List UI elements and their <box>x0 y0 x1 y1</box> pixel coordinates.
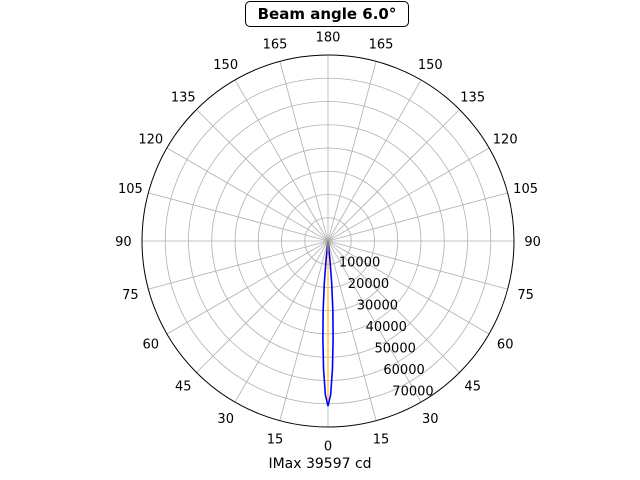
angular-gridline <box>279 240 329 421</box>
angular-gridline <box>327 240 377 421</box>
radial-tick-label: 70000 <box>392 384 433 399</box>
angle-tick-label: 165 <box>369 37 394 52</box>
angle-tick-label: 105 <box>118 182 143 197</box>
angle-tick-label: 180 <box>316 30 341 45</box>
angular-gridline <box>327 240 422 403</box>
angle-tick-label: 15 <box>267 433 284 448</box>
tick-labels: 0 15 30 45 60 75 90 105 120 135 150 165 180 165 150 135… <box>115 30 541 454</box>
angular-gridline <box>234 79 329 242</box>
angle-tick-label: 150 <box>213 58 238 73</box>
imax-footer: IMax 39597 cd <box>268 456 372 472</box>
radial-tick-label: 50000 <box>375 341 416 356</box>
angle-tick-label: 135 <box>460 90 485 105</box>
angular-gridline <box>148 240 329 290</box>
angle-tick-label: 105 <box>513 182 538 197</box>
angle-tick-label: 120 <box>493 133 518 148</box>
angular-gridline <box>327 240 490 335</box>
radial-tick-label: 20000 <box>348 277 389 292</box>
angular-gridline <box>327 240 508 290</box>
angle-tick-label: 30 <box>422 412 439 427</box>
angle-tick-label: 60 <box>497 337 514 352</box>
angle-tick-label: 75 <box>122 288 139 303</box>
angle-tick-label: 90 <box>115 235 132 250</box>
angle-tick-label: 30 <box>217 412 234 427</box>
series-line-1 <box>322 240 334 407</box>
radial-tick-label: 60000 <box>383 363 424 378</box>
polar-outer-circle <box>141 54 515 428</box>
angle-tick-label: 45 <box>175 380 192 395</box>
angle-tick-label: 135 <box>171 90 196 105</box>
radial-tick-label: 10000 <box>339 256 380 271</box>
polar-frame <box>141 54 515 428</box>
angular-gridline <box>327 61 377 242</box>
angle-tick-label: 15 <box>373 433 390 448</box>
chart-title: Beam angle 6.0° <box>245 1 409 27</box>
angular-gridline <box>234 240 329 403</box>
series-layer <box>322 240 334 407</box>
angular-gridline <box>327 192 508 242</box>
angle-tick-label: 90 <box>524 235 541 250</box>
angular-gridline <box>327 240 460 373</box>
radial-tick-label: 40000 <box>366 320 407 335</box>
radial-tick-label: 30000 <box>357 298 398 313</box>
angle-tick-label: 150 <box>418 58 443 73</box>
angular-gridline <box>166 147 329 242</box>
angle-tick-label: 45 <box>464 380 481 395</box>
angular-gridline <box>196 109 329 242</box>
angular-gridline <box>148 192 329 242</box>
angular-gridline <box>196 240 329 373</box>
angle-tick-label: 120 <box>138 133 163 148</box>
angular-gridline <box>327 147 490 242</box>
angle-tick-label: 0 <box>324 440 332 455</box>
angular-gridline <box>279 61 329 242</box>
angle-tick-label: 60 <box>143 337 160 352</box>
angle-tick-label: 75 <box>517 288 534 303</box>
angular-gridline <box>166 240 329 335</box>
angular-gridline <box>327 109 460 242</box>
angular-gridline <box>327 79 422 242</box>
angle-tick-label: 165 <box>263 37 288 52</box>
